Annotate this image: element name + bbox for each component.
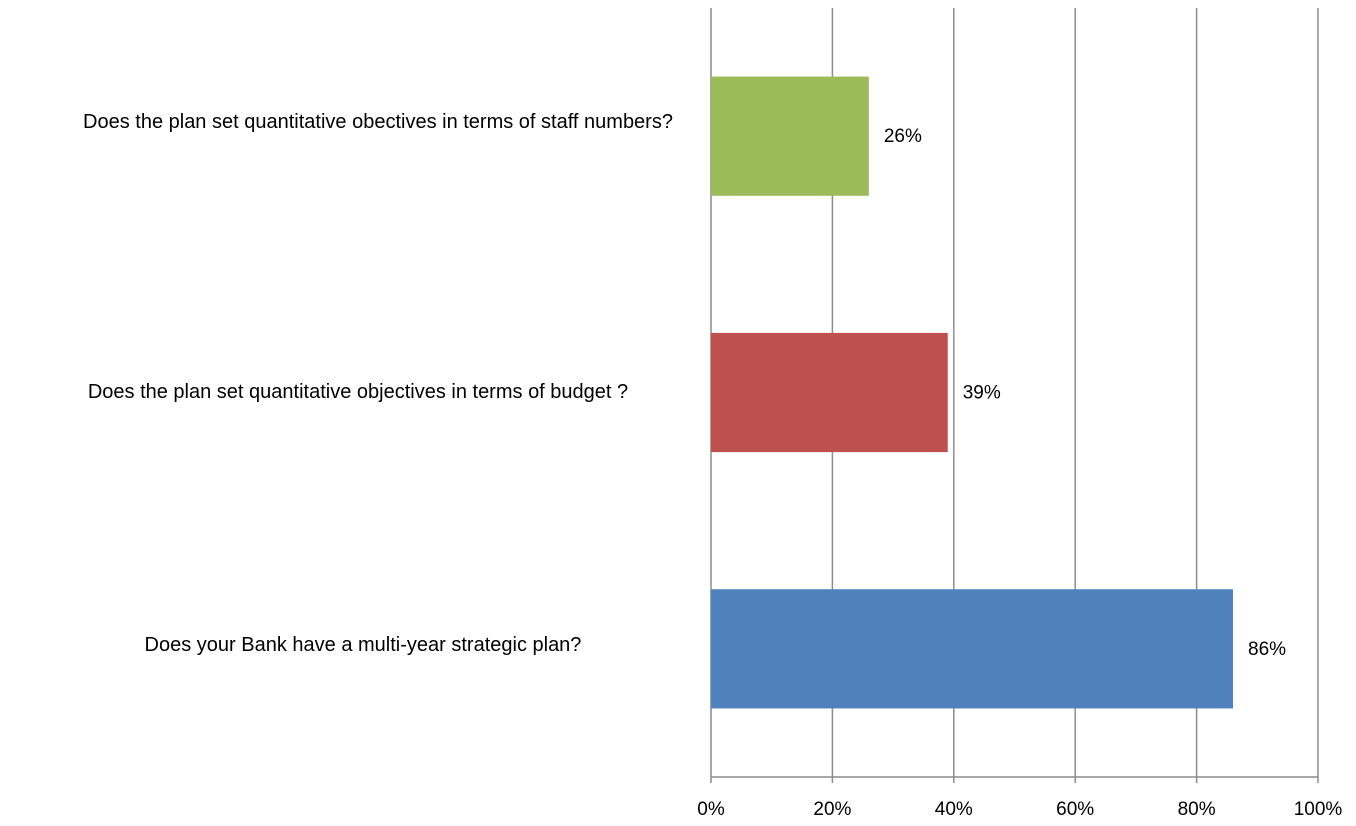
x-tick-label: 100% [1294,799,1343,820]
bar [711,332,948,453]
x-tick-label: 80% [1178,799,1216,820]
category-label: Does your Bank have a multi-year strateg… [144,633,582,656]
x-tick-label: 0% [697,799,725,820]
x-tick-label: 60% [1056,799,1094,820]
data-label: 39% [963,383,1001,404]
category-label: Does the plan set quantitative obectives… [83,111,673,134]
data-label: 26% [884,126,922,147]
bar [711,76,869,196]
bar [711,589,1234,709]
x-tick-label: 40% [935,799,973,820]
category-label: Does the plan set quantitative objective… [87,380,629,403]
data-label: 86% [1248,639,1286,660]
x-tick-label: 20% [813,799,851,820]
